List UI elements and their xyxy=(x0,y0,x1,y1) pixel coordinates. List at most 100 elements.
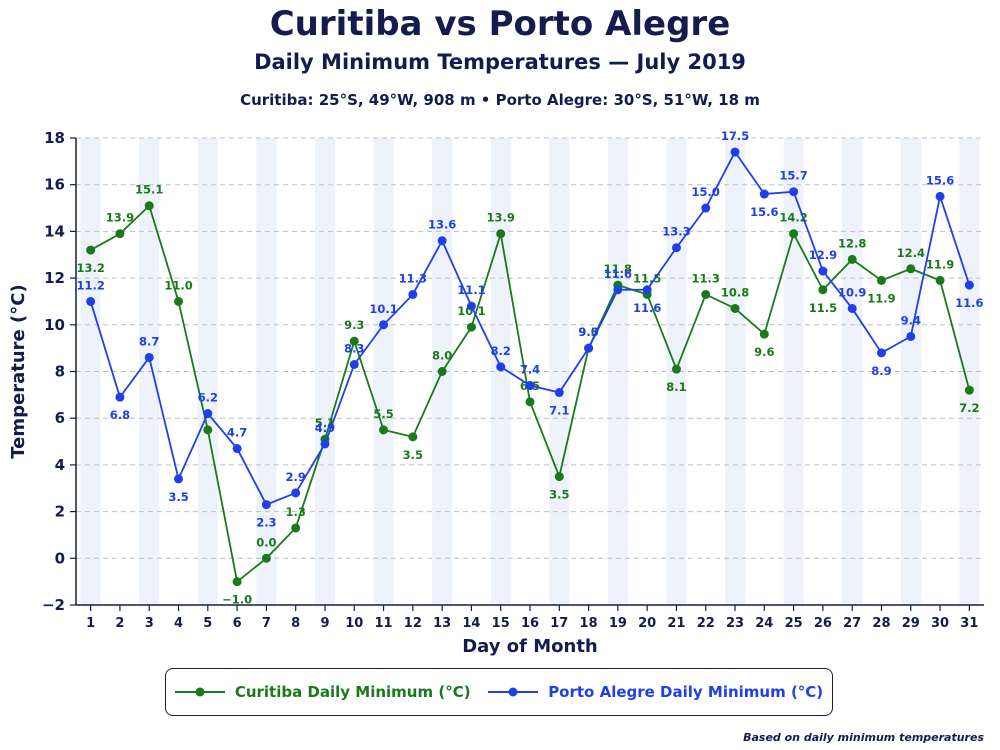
data-label: 9.3 xyxy=(578,325,598,339)
data-label: 8.3 xyxy=(344,341,364,355)
data-label: 15.0 xyxy=(692,185,720,199)
data-point xyxy=(525,381,535,391)
x-tick-label: 2 xyxy=(115,616,124,631)
chart-subtitle: Daily Minimum Temperatures — July 2019 xyxy=(254,50,746,74)
data-label: 11.6 xyxy=(604,267,632,281)
legend: Curitiba Daily Minimum (°C) Porto Alegre… xyxy=(165,668,833,716)
data-label: 15.6 xyxy=(926,173,954,187)
data-label: 13.9 xyxy=(487,211,515,225)
data-point xyxy=(789,187,799,197)
data-point xyxy=(115,392,125,402)
data-label: 11.6 xyxy=(955,296,983,310)
data-label: 4.7 xyxy=(227,426,247,440)
legend-label-porto-alegre: Porto Alegre Daily Minimum (°C) xyxy=(548,683,824,701)
x-tick-label: 30 xyxy=(931,616,949,631)
data-label: 8.0 xyxy=(432,349,452,363)
data-label: 9.0 xyxy=(578,325,598,339)
x-tick-label: 3 xyxy=(145,616,154,631)
data-point xyxy=(232,444,242,454)
x-axis-label: Day of Month xyxy=(462,636,598,657)
data-point xyxy=(701,203,711,213)
data-label: 8.7 xyxy=(139,334,159,348)
data-label: 15.7 xyxy=(779,169,807,183)
data-label: −1.0 xyxy=(222,593,252,607)
data-label: 13.9 xyxy=(106,211,134,225)
y-tick-label: 8 xyxy=(55,363,65,381)
data-label: 4.9 xyxy=(315,421,335,435)
data-point xyxy=(437,367,447,376)
data-point xyxy=(144,201,154,211)
data-point xyxy=(86,245,96,255)
data-point xyxy=(671,243,681,253)
x-tick-label: 31 xyxy=(960,616,978,631)
x-tick-label: 24 xyxy=(755,616,773,631)
data-label: 8.2 xyxy=(491,344,511,358)
footnote: Based on daily minimum temperatures xyxy=(743,731,984,744)
data-point xyxy=(203,409,213,419)
data-label: 11.9 xyxy=(926,257,954,271)
data-point xyxy=(496,362,506,372)
x-tick-label: 25 xyxy=(785,616,803,631)
data-label: 11.8 xyxy=(604,262,632,276)
data-point xyxy=(671,364,681,374)
data-point xyxy=(935,275,945,285)
data-label: 8.1 xyxy=(666,380,686,394)
background-band xyxy=(197,138,218,605)
background-band xyxy=(80,138,101,605)
x-tick-label: 26 xyxy=(814,616,832,631)
data-point xyxy=(642,285,652,295)
x-tick-label: 7 xyxy=(262,616,271,631)
data-point xyxy=(964,280,974,290)
data-label: 8.9 xyxy=(871,364,891,378)
data-point xyxy=(935,191,945,201)
data-point xyxy=(759,189,769,199)
background-band xyxy=(783,138,804,605)
chart-title: Curitiba vs Porto Alegre xyxy=(269,4,731,44)
data-label: 13.2 xyxy=(76,261,104,275)
data-label: 11.0 xyxy=(164,278,192,292)
data-label: 6.2 xyxy=(198,391,218,405)
data-label: 11.9 xyxy=(867,291,895,305)
data-point xyxy=(496,229,506,239)
x-tick-label: 15 xyxy=(492,616,510,631)
legend-item-curitiba: Curitiba Daily Minimum (°C) xyxy=(174,683,471,701)
y-axis-label: Temperature (°C) xyxy=(8,284,29,458)
data-point xyxy=(437,236,447,246)
x-tick-label: 17 xyxy=(550,616,568,631)
data-point xyxy=(466,322,476,332)
data-label: 7.2 xyxy=(959,401,979,415)
data-label: 11.3 xyxy=(399,271,427,285)
data-point xyxy=(349,336,359,346)
x-tick-label: 18 xyxy=(580,616,598,631)
y-tick-label: 4 xyxy=(55,456,65,474)
x-tick-label: 1 xyxy=(86,616,95,631)
data-label: 10.9 xyxy=(838,285,866,299)
data-point xyxy=(203,425,213,435)
x-tick-label: 29 xyxy=(902,616,920,631)
x-tick-label: 27 xyxy=(843,616,861,631)
data-label: 12.9 xyxy=(809,248,837,262)
x-tick-label: 5 xyxy=(203,616,212,631)
data-point xyxy=(174,474,184,484)
data-point xyxy=(847,303,857,313)
data-label: 5.5 xyxy=(373,407,393,421)
data-label: 1.3 xyxy=(285,505,305,519)
series-line-1 xyxy=(89,150,971,506)
data-point xyxy=(291,523,301,533)
data-label: 17.5 xyxy=(721,129,749,143)
data-label: 3.5 xyxy=(549,488,569,502)
y-tick-label: −2 xyxy=(42,596,65,614)
y-tick-label: 14 xyxy=(44,222,65,240)
data-point xyxy=(876,275,886,285)
data-point xyxy=(408,432,418,442)
data-point xyxy=(554,388,564,398)
y-tick-label: 18 xyxy=(44,129,65,147)
data-label: 10.1 xyxy=(457,304,485,318)
data-point xyxy=(525,397,535,407)
y-tick-label: 0 xyxy=(55,549,65,567)
data-point xyxy=(115,229,125,239)
legend-swatch-porto-alegre xyxy=(488,687,539,697)
data-point xyxy=(320,439,330,449)
data-point xyxy=(759,329,769,339)
data-point xyxy=(86,296,96,306)
